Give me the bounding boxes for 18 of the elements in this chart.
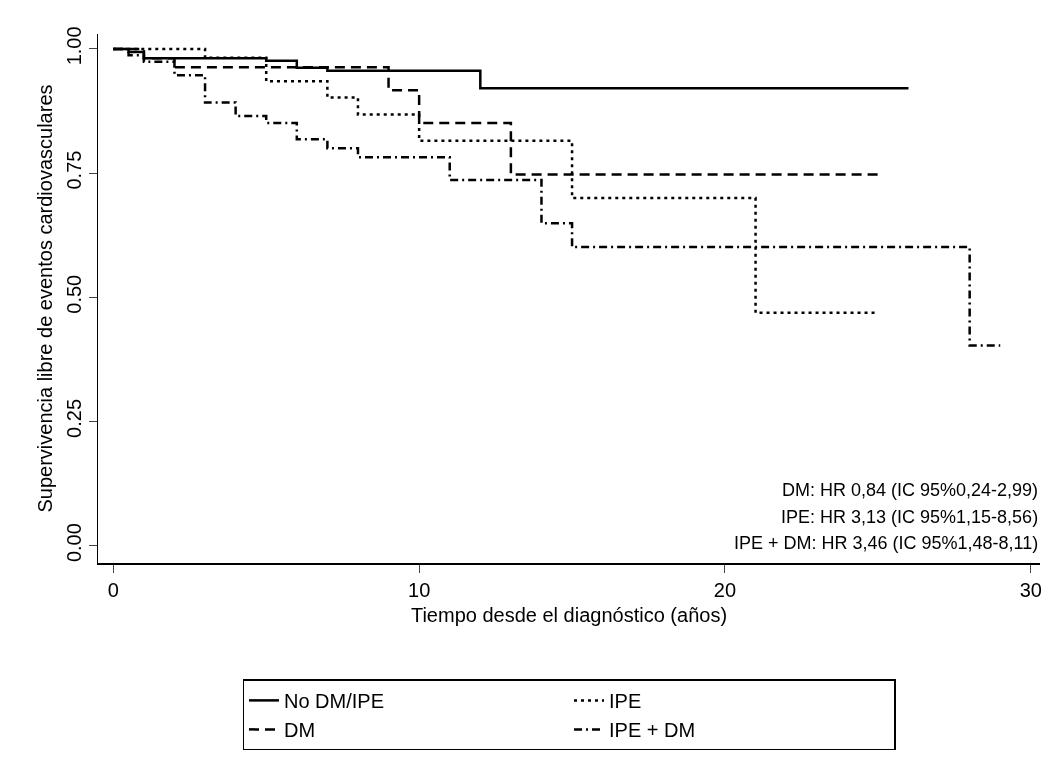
x-tick-label: 30 <box>1019 578 1042 601</box>
y-tick-label: 0.50 <box>62 274 85 314</box>
legend-label: DM <box>284 719 316 742</box>
legend-label: IPE + DM <box>609 719 696 742</box>
x-tick-label: 20 <box>713 578 737 601</box>
x-tick-label: 10 <box>408 578 431 601</box>
annotation: DM: HR 0,84 (IC 95%0,24-2,99) <box>782 480 1039 500</box>
y-tick-label: 0.75 <box>62 150 85 190</box>
legend-label: IPE <box>609 690 642 713</box>
y-tick-label: 1.00 <box>62 26 85 66</box>
legend-label: No DM/IPE <box>284 690 385 713</box>
y-tick-label: 0.25 <box>62 398 85 438</box>
y-tick-label: 0.00 <box>62 523 85 563</box>
y-axis-title: Supervivencia libre de eventos cardiovasculares <box>34 84 57 513</box>
x-tick-label: 0 <box>107 578 119 601</box>
annotation: IPE: HR 3,13 (IC 95%1,15-8,56) <box>781 507 1039 527</box>
annotation: IPE + DM: HR 3,46 (IC 95%1,48-8,11) <box>734 533 1039 553</box>
x-axis-title: Tiempo desde el diagnóstico (años) <box>410 603 728 626</box>
